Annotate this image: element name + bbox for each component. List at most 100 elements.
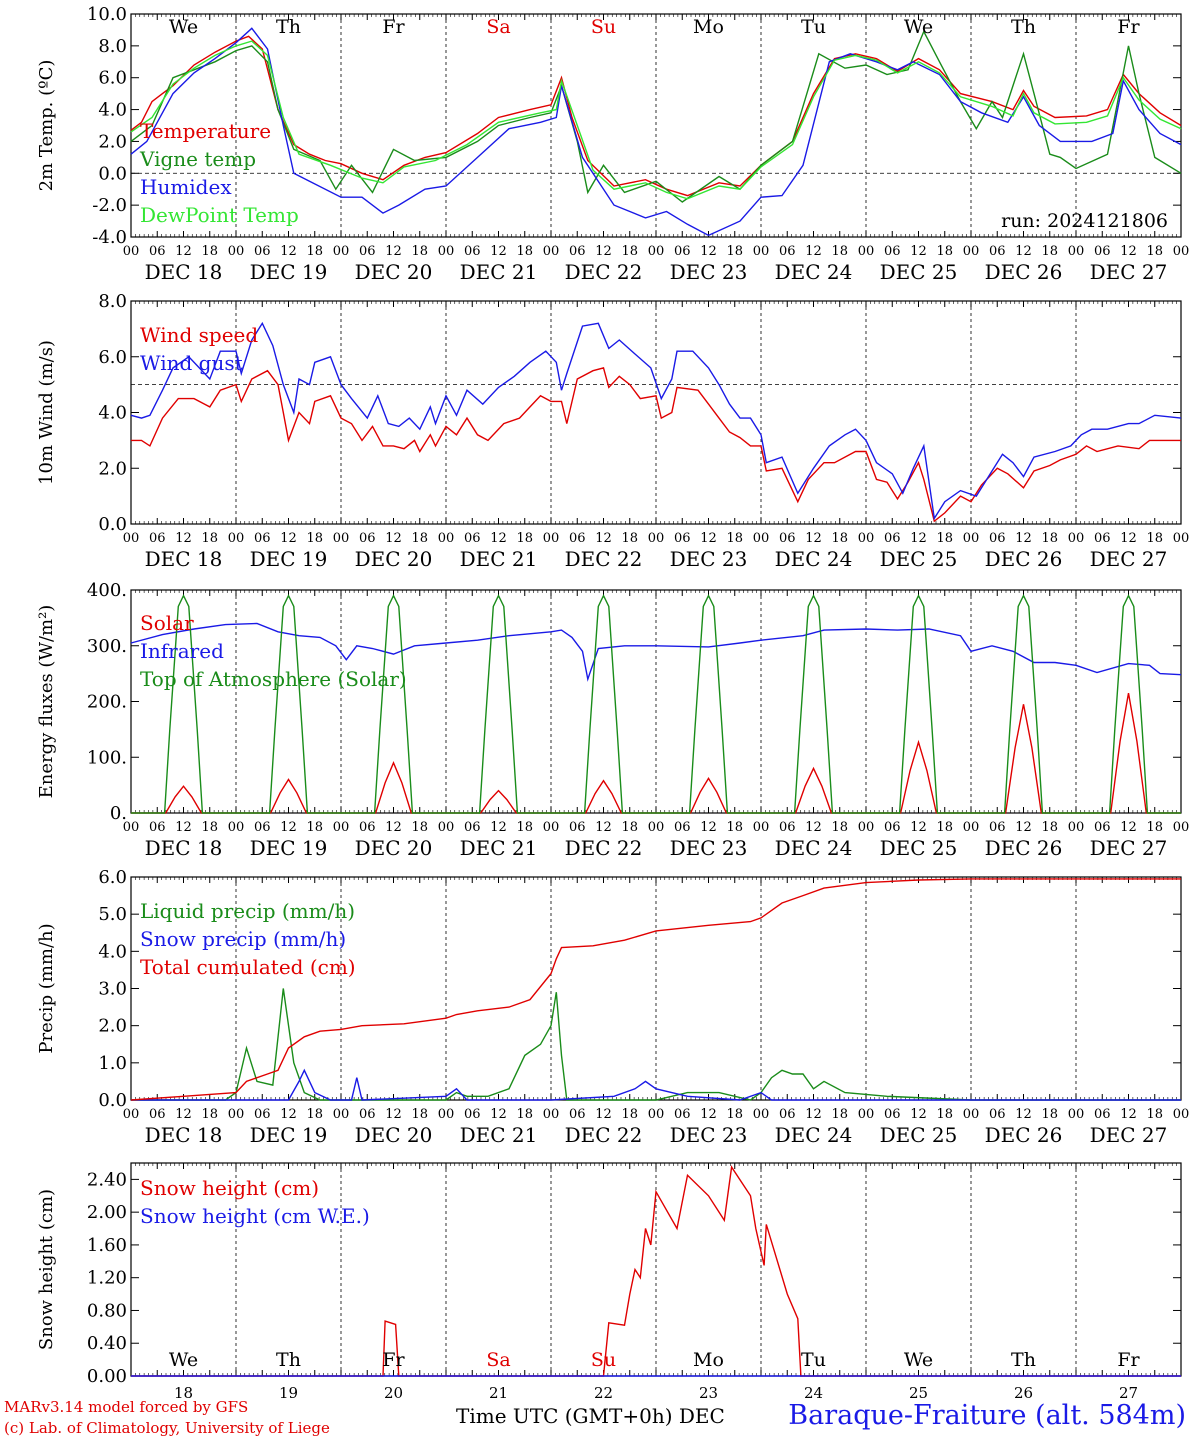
- weekday-label: Fr: [382, 16, 405, 38]
- hour-tick-label: 12: [1120, 244, 1137, 259]
- series-line-humidex: [130, 27, 1182, 237]
- date-label: DEC 19: [250, 547, 328, 571]
- y-tick-label: 2.0: [98, 131, 127, 152]
- date-label: DEC 19: [250, 260, 328, 284]
- hour-tick-label: 06: [359, 820, 376, 835]
- hour-tick-label: 18: [726, 244, 743, 259]
- y-tick-label: 300.: [87, 636, 127, 657]
- hour-tick-label: 06: [569, 820, 586, 835]
- hour-tick-label: 06: [569, 244, 586, 259]
- legend-entry: Infrared: [140, 639, 224, 663]
- hour-tick-label: 18: [1041, 1107, 1058, 1122]
- hour-tick-label: 18: [411, 820, 428, 835]
- y-tick-label: 100.: [87, 747, 127, 768]
- hour-tick-label: 00: [753, 1107, 770, 1122]
- legend-entry: Wind gust: [140, 351, 243, 375]
- date-label: DEC 18: [145, 260, 223, 284]
- hour-tick-label: 12: [490, 531, 507, 546]
- date-label: DEC 25: [880, 547, 958, 571]
- date-label: DEC 24: [775, 547, 853, 571]
- hour-tick-label: 18: [201, 820, 218, 835]
- hour-tick-label: 00: [228, 244, 245, 259]
- y-axis-label: 2m Temp. (ºC): [36, 60, 57, 192]
- legend-entry: Liquid precip (mm/h): [140, 899, 355, 923]
- hour-tick-label: 12: [490, 820, 507, 835]
- hour-tick-label: 18: [306, 820, 323, 835]
- hour-tick-label: 18: [201, 1107, 218, 1122]
- date-label: DEC 27: [1090, 260, 1168, 284]
- hour-tick-label: 00: [1068, 244, 1085, 259]
- hour-tick-label: 12: [280, 244, 297, 259]
- hour-tick-label: 18: [306, 244, 323, 259]
- hour-tick-label: 12: [700, 820, 717, 835]
- date-label: DEC 24: [775, 836, 853, 860]
- hour-tick-label: 12: [910, 531, 927, 546]
- hour-tick-label: 06: [884, 1107, 901, 1122]
- y-tick-label: 3.0: [98, 979, 127, 1000]
- weekday-label: Th: [1011, 1349, 1036, 1371]
- hour-tick-label: 12: [805, 820, 822, 835]
- hour-tick-label: 12: [595, 1107, 612, 1122]
- date-label: DEC 22: [565, 260, 643, 284]
- panel-snow: 0.00 0.40 0.80 1.20 1.60 2.00 2.40 Snow height …: [36, 1162, 1182, 1402]
- hour-tick-label: 12: [175, 244, 192, 259]
- weekday-label: Fr: [1117, 16, 1140, 38]
- y-axis-label: Snow height (cm): [36, 1189, 57, 1350]
- hour-tick-label: 00: [648, 820, 665, 835]
- hour-tick-label: 18: [1041, 820, 1058, 835]
- series-line-vigne-temp: [130, 29, 1182, 203]
- day-number-label: 19: [279, 1384, 298, 1402]
- hour-tick-label: 12: [805, 1107, 822, 1122]
- weekday-label: We: [169, 1349, 198, 1371]
- y-tick-label: 0.: [110, 803, 127, 824]
- weekday-label: Th: [276, 1349, 301, 1371]
- hour-tick-label: 06: [464, 1107, 481, 1122]
- date-label: DEC 20: [355, 547, 433, 571]
- legend-entry: Top of Atmosphere (Solar): [140, 667, 407, 691]
- weekday-label: Th: [276, 16, 301, 38]
- hour-tick-label: 12: [490, 1107, 507, 1122]
- hour-tick-label: 06: [149, 820, 166, 835]
- hour-tick-label: 18: [936, 531, 953, 546]
- date-label: DEC 21: [460, 1123, 538, 1147]
- date-label: DEC 27: [1090, 836, 1168, 860]
- hour-tick-label: 12: [385, 244, 402, 259]
- hour-tick-label: 18: [1146, 531, 1163, 546]
- day-number-label: 21: [489, 1384, 508, 1402]
- hour-tick-label: 00: [438, 1107, 455, 1122]
- hour-tick-label: 12: [175, 820, 192, 835]
- y-tick-label: 1.60: [87, 1235, 127, 1256]
- y-tick-label: 2.40: [87, 1169, 127, 1190]
- hour-tick-label: 18: [411, 531, 428, 546]
- hour-tick-label: 12: [385, 820, 402, 835]
- hour-tick-label: 00: [123, 531, 140, 546]
- hour-tick-label: 18: [516, 820, 533, 835]
- series-line-total-cumulated-cm-: [130, 878, 1181, 1101]
- y-tick-label: 4.0: [98, 403, 127, 424]
- date-label: DEC 22: [565, 547, 643, 571]
- hour-tick-label: 00: [753, 244, 770, 259]
- y-axis-label: 10m Wind (m/s): [36, 340, 57, 485]
- date-label: DEC 20: [355, 836, 433, 860]
- hour-tick-label: 00: [333, 531, 350, 546]
- panel-precip: 0.0 1.0 2.0 3.0 4.0 5.0 6.0 Precip (mm/h) Liquid…: [36, 867, 1189, 1147]
- hour-tick-label: 12: [595, 820, 612, 835]
- date-label: DEC 21: [460, 260, 538, 284]
- date-label: DEC 25: [880, 836, 958, 860]
- weekday-label: Fr: [382, 1349, 405, 1371]
- hour-tick-label: 06: [359, 244, 376, 259]
- hour-tick-label: 00: [438, 244, 455, 259]
- y-tick-label: 0.80: [87, 1300, 127, 1321]
- hour-tick-label: 06: [359, 531, 376, 546]
- hour-tick-label: 00: [1173, 1107, 1190, 1122]
- hour-tick-label: 12: [805, 531, 822, 546]
- hour-tick-label: 18: [306, 1107, 323, 1122]
- panel-temp: -4.0 -2.0 0.0 2.0 4.0 6.0 8.0 10.0 2m Temp. (ºC)…: [36, 4, 1189, 284]
- hour-tick-label: 12: [910, 1107, 927, 1122]
- weekday-label: Mo: [693, 16, 724, 38]
- hour-tick-label: 12: [1120, 1107, 1137, 1122]
- weekday-label: Tu: [801, 16, 826, 38]
- weekday-label: Su: [591, 1349, 616, 1371]
- hour-tick-label: 12: [280, 1107, 297, 1122]
- weekday-label: Mo: [693, 1349, 724, 1371]
